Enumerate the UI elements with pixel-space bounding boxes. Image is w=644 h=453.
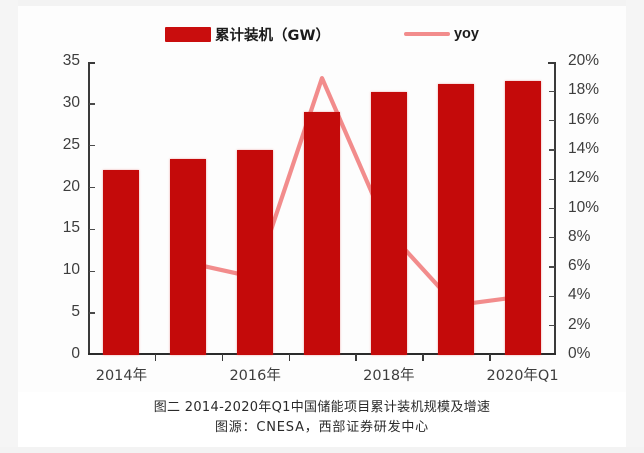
x-axis-label: 2016年 — [229, 368, 281, 384]
y-axis-left-label: 15 — [62, 219, 80, 237]
y-axis-right-label: 8% — [568, 227, 591, 245]
chart-legend: 累计装机（GW） yoy — [0, 22, 644, 46]
x-axis-tick — [154, 354, 157, 361]
y-axis-right-tick — [549, 207, 555, 210]
bar-2018年 — [370, 92, 407, 355]
y-axis-left — [88, 62, 90, 355]
x-axis-label: 2014年 — [95, 368, 148, 384]
y-axis-left-label: 25 — [62, 135, 80, 153]
y-axis-right-label: 4% — [568, 286, 591, 304]
y-axis-right-label: 12% — [568, 169, 600, 187]
legend-swatch-line-icon — [403, 32, 450, 36]
y-axis-right-label: 0% — [568, 345, 591, 362]
y-axis-right-label: 2% — [568, 315, 591, 333]
y-axis-left-label: 20 — [62, 177, 80, 195]
y-axis-right-tick — [549, 119, 555, 122]
bar-2017年 — [303, 112, 341, 355]
x-axis-tick — [221, 354, 224, 361]
y-axis-left-label: 0 — [71, 345, 80, 362]
y-axis-left-tick — [89, 270, 95, 272]
bar-2020年Q1 — [504, 81, 541, 355]
figure-edge-top — [0, 0, 644, 6]
x-axis-tick — [422, 354, 424, 361]
y-axis-left-tick — [89, 186, 95, 189]
caption-source: 图源：CNESA，西部证券研发中心 — [214, 420, 429, 435]
y-axis-left-label: 35 — [62, 52, 80, 69]
caption-title: 图二 2014-2020年Q1中国储能项目累计装机规模及增速 — [153, 400, 491, 415]
y-axis-right-label: 20% — [568, 52, 600, 69]
y-axis-right-label: 6% — [568, 257, 591, 275]
legend-entry-line: yoy — [403, 26, 479, 42]
y-axis-right-tick — [549, 266, 555, 268]
figure-edge-bottom — [0, 447, 644, 453]
legend-label-bar: 累计装机（GW） — [215, 27, 330, 44]
y-axis-right-top-cap — [548, 62, 555, 64]
figure-caption: 图二 2014-2020年Q1中国储能项目累计装机规模及增速 图源：CNESA，… — [0, 398, 644, 438]
y-axis-left-tick — [89, 103, 95, 105]
bar-2014年 — [103, 169, 140, 355]
y-axis-left-label: 30 — [62, 93, 80, 111]
y-axis-right-label: 16% — [568, 110, 600, 128]
y-axis-right-label: 10% — [568, 198, 600, 216]
bar-2015年 — [170, 159, 207, 355]
y-axis-right — [554, 62, 556, 355]
y-axis-right-tick — [549, 295, 555, 298]
y-axis-left-label: 5 — [71, 303, 80, 321]
y-axis-right-label: 18% — [568, 81, 600, 99]
y-axis-right-tick — [549, 325, 555, 327]
y-axis-right-label: 14% — [568, 139, 600, 157]
figure-edge-left — [0, 0, 18, 453]
x-axis-label: 2018年 — [363, 368, 415, 384]
x-axis-tick — [489, 354, 491, 361]
y-axis-left-tick — [89, 312, 95, 314]
x-axis-label: 2020年Q1 — [486, 368, 559, 384]
y-axis-left-label: 10 — [62, 261, 80, 279]
legend-label-line: yoy — [453, 26, 479, 42]
x-axis-tick — [355, 354, 357, 361]
x-axis-tick — [288, 354, 291, 361]
y-axis-right-tick — [549, 237, 555, 239]
y-axis-left-tick — [89, 228, 95, 231]
y-axis-right-tick — [549, 178, 555, 180]
y-axis-right-tick — [549, 149, 555, 151]
legend-swatch-bar-icon — [165, 26, 212, 42]
figure-edge-right — [626, 0, 644, 453]
legend-entry-bar: 累计装机（GW） — [165, 24, 330, 45]
y-axis-left-top-cap — [88, 62, 95, 64]
bar-2016年 — [237, 149, 274, 355]
y-axis-left-tick — [89, 145, 95, 147]
chart-plot — [88, 62, 556, 361]
bar-2019年 — [437, 83, 474, 355]
y-axis-right-tick — [549, 90, 555, 92]
